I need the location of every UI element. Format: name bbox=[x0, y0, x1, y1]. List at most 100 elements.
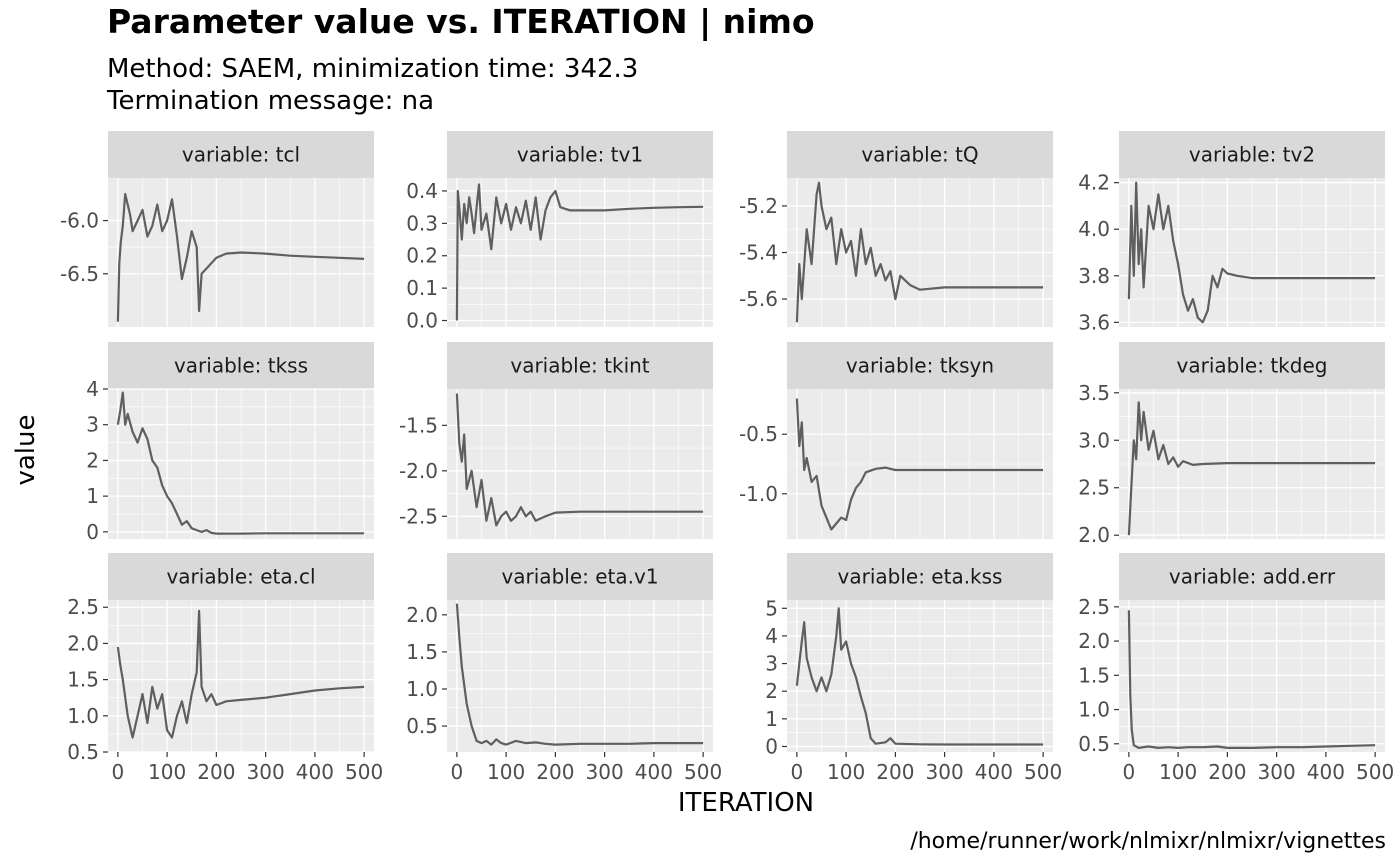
y-tick-label: 4.0 bbox=[1078, 217, 1110, 241]
facet-strip bbox=[787, 342, 1053, 389]
x-tick-label: 200 bbox=[536, 760, 574, 784]
facet-strip-label: variable: tksyn bbox=[846, 354, 994, 378]
y-tick-label: 1.0 bbox=[67, 704, 99, 728]
y-tick-label: -0.5 bbox=[739, 422, 778, 446]
x-tick-label: 300 bbox=[1258, 760, 1296, 784]
y-tick-label: 1.0 bbox=[1078, 698, 1110, 722]
facet-strip-label: variable: eta.v1 bbox=[501, 565, 658, 589]
x-tick-label: 400 bbox=[296, 760, 334, 784]
y-tick-label: 4 bbox=[86, 377, 99, 401]
facet-strip-label: variable: tcl bbox=[182, 143, 300, 167]
facet-panel-tksyn: variable: tksyn -1.0 -0.5 bbox=[739, 342, 1053, 539]
facet-strip bbox=[447, 553, 713, 600]
y-tick-label: 2.0 bbox=[1078, 629, 1110, 653]
y-tick-label: 4 bbox=[765, 624, 778, 648]
y-tick-label: 2 bbox=[765, 679, 778, 703]
y-tick-label: -2.0 bbox=[399, 459, 438, 483]
facet-strip bbox=[447, 342, 713, 389]
x-tick-label: 200 bbox=[876, 760, 914, 784]
x-tick-label: 0 bbox=[111, 760, 124, 784]
facet-strip-label: variable: tkint bbox=[510, 354, 649, 378]
y-tick-label: 3.0 bbox=[1078, 428, 1110, 452]
series-line-tQ bbox=[795, 181, 1044, 323]
x-tick-label: 300 bbox=[586, 760, 624, 784]
y-tick-label: 4.2 bbox=[1078, 171, 1110, 195]
facet-strip-label: variable: tQ bbox=[861, 143, 978, 167]
x-tick-label: 100 bbox=[827, 760, 865, 784]
facet-panel-tv2: variable: tv2 3.6 3.8 4.0 4.2 bbox=[1078, 131, 1385, 334]
y-tick-label: 5 bbox=[765, 596, 778, 620]
facet-panel-tkint: variable: tkint -2.5 -2.0 -1.5 bbox=[399, 342, 713, 539]
chart-subtitle-method: Method: SAEM, minimization time: 342.3 bbox=[107, 54, 639, 84]
x-tick-label: 0 bbox=[1122, 760, 1135, 784]
y-tick-label: 3.8 bbox=[1078, 264, 1110, 288]
y-tick-label: 0 bbox=[765, 734, 778, 758]
facet-strip-label: variable: eta.kss bbox=[838, 565, 1003, 589]
y-tick-label: -5.4 bbox=[739, 241, 778, 265]
facet-strip bbox=[108, 553, 374, 600]
y-tick-label: -2.5 bbox=[399, 504, 438, 528]
y-tick-label: -6.0 bbox=[60, 209, 99, 233]
series-line-tcl bbox=[116, 192, 365, 322]
series-line-eta-v1 bbox=[455, 603, 704, 746]
y-tick-label: 0.2 bbox=[406, 244, 438, 268]
y-tick-label: 2.5 bbox=[67, 595, 99, 619]
y-tick-label: 0 bbox=[86, 520, 99, 544]
chart-subtitle-termination: Termination message: na bbox=[107, 86, 435, 116]
x-tick-label: 300 bbox=[247, 760, 285, 784]
y-tick-label: -6.5 bbox=[60, 262, 99, 286]
y-tick-label: 0.1 bbox=[406, 276, 438, 300]
x-tick-label: 400 bbox=[1307, 760, 1345, 784]
series-line-tkss bbox=[116, 391, 365, 535]
y-tick-label: -5.2 bbox=[739, 194, 778, 218]
y-tick-label: 1 bbox=[765, 707, 778, 731]
y-tick-label: 2.0 bbox=[67, 631, 99, 655]
series-line-tv2 bbox=[1127, 181, 1376, 324]
y-tick-label: 0.0 bbox=[406, 309, 438, 333]
y-tick-label: 1.0 bbox=[406, 677, 438, 701]
facet-strip-label: variable: tkss bbox=[174, 354, 308, 378]
facet-strip bbox=[108, 131, 374, 178]
facet-panel-tQ: variable: tQ -5.6 -5.4 -5.2 bbox=[739, 131, 1053, 327]
y-tick-label: 2.0 bbox=[406, 603, 438, 627]
x-tick-label: 300 bbox=[926, 760, 964, 784]
series-line-add-err bbox=[1127, 610, 1376, 749]
chart-caption: /home/runner/work/nlmixr/nlmixr/vignette… bbox=[910, 829, 1386, 854]
facet-strip-label: variable: tv1 bbox=[517, 143, 643, 167]
facet-strip bbox=[1119, 342, 1385, 389]
facet-panel-add-err: variable: add.err 0.5 1.0 1.5 2.0 2.5 0 100 200 3… bbox=[1078, 553, 1394, 784]
facet-strip bbox=[1119, 131, 1385, 178]
facet-strip-label: variable: eta.cl bbox=[166, 565, 315, 589]
x-tick-label: 100 bbox=[487, 760, 525, 784]
facet-strip bbox=[787, 553, 1053, 600]
y-tick-label: 0.3 bbox=[406, 211, 438, 235]
y-tick-label: -1.5 bbox=[399, 413, 438, 437]
y-tick-label: 1.5 bbox=[406, 640, 438, 664]
y-tick-label: 0.4 bbox=[406, 179, 438, 203]
x-tick-label: 500 bbox=[1356, 760, 1394, 784]
x-tick-label: 200 bbox=[1208, 760, 1246, 784]
x-tick-label: 0 bbox=[790, 760, 803, 784]
y-tick-label: 3 bbox=[86, 413, 99, 437]
facet-panel-tkdeg: variable: tkdeg 2.0 2.5 3.0 3.5 bbox=[1078, 342, 1385, 547]
facet-strip bbox=[447, 131, 713, 178]
facet-panel-tv1: variable: tv1 0.0 0.1 0.2 0.3 0.4 bbox=[406, 131, 713, 333]
series-line-tkint bbox=[455, 393, 704, 527]
facet-panel-tcl: variable: tcl -6.5 -6.0 bbox=[60, 131, 374, 327]
series-line-tv1 bbox=[455, 183, 704, 321]
chart-title: Parameter value vs. ITERATION | nimo bbox=[107, 2, 815, 41]
facet-strip-label: variable: tkdeg bbox=[1177, 354, 1328, 378]
facet-strip-label: variable: tv2 bbox=[1189, 143, 1315, 167]
series-line-tksyn bbox=[795, 398, 1044, 531]
facet-strip bbox=[787, 131, 1053, 178]
facet-panel-eta-v1: variable: eta.v1 0.5 1.0 1.5 2.0 0 100 200 300 40… bbox=[406, 553, 722, 784]
y-tick-label: 2.0 bbox=[1078, 523, 1110, 547]
facet-strip bbox=[1119, 553, 1385, 600]
x-tick-label: 100 bbox=[1159, 760, 1197, 784]
x-tick-label: 500 bbox=[1024, 760, 1062, 784]
x-tick-label: 500 bbox=[684, 760, 722, 784]
series-line-eta-cl bbox=[116, 609, 365, 739]
y-tick-label: 1.5 bbox=[67, 668, 99, 692]
series-line-tkdeg bbox=[1127, 401, 1376, 536]
y-tick-label: 2.5 bbox=[1078, 595, 1110, 619]
